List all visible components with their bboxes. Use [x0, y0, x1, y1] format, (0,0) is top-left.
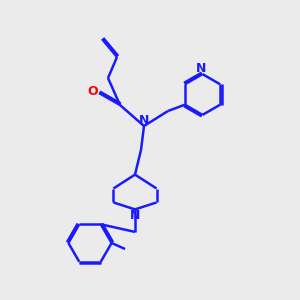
Text: O: O [87, 85, 98, 98]
Text: N: N [196, 61, 206, 75]
Text: N: N [139, 114, 149, 127]
Text: N: N [130, 209, 140, 222]
